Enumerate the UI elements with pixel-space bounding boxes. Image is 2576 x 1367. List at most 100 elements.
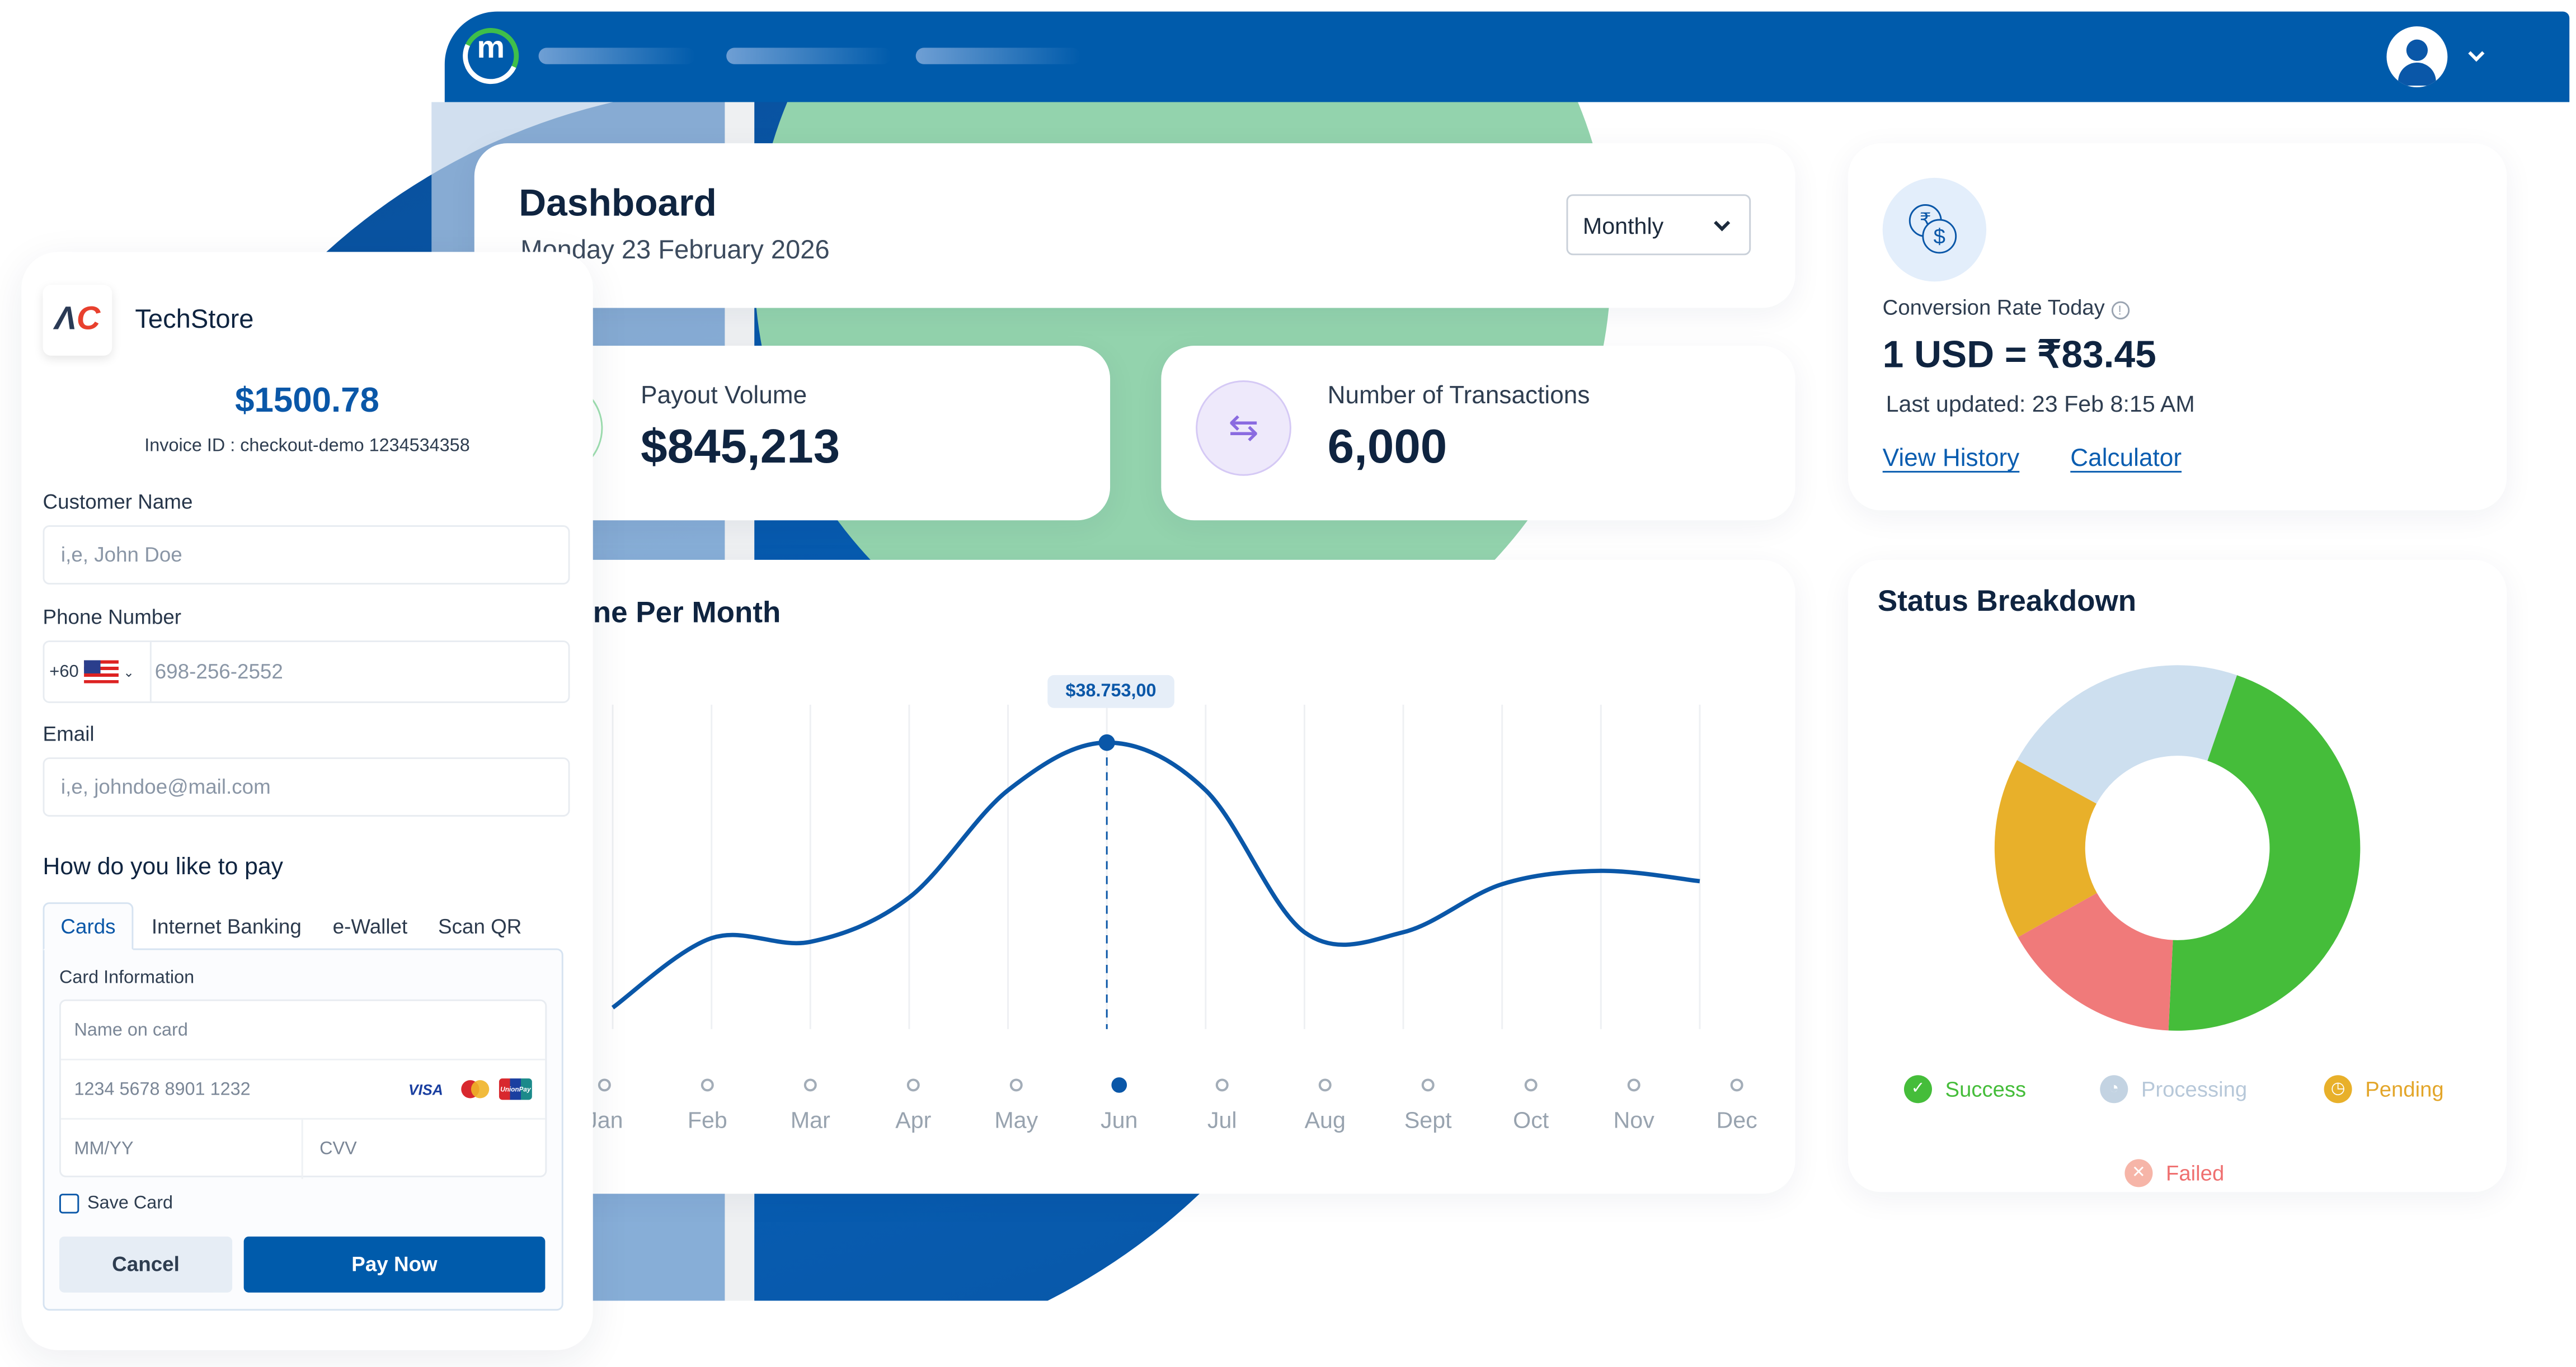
card-number-input[interactable]: 1234 5678 8901 1232	[60, 1060, 546, 1120]
payment-method-heading: How do you like to pay	[43, 854, 283, 881]
donut-slice-processing	[2017, 665, 2237, 804]
payout-volume-card: Payout Volume $845,213	[494, 346, 1111, 521]
legend-processing-label: Processing	[2141, 1077, 2248, 1102]
highlight-tooltip: $38.753,00	[1047, 675, 1174, 708]
store-logo: ΛC	[43, 285, 112, 356]
month-marker	[701, 1078, 714, 1092]
legend-pending-label: Pending	[2365, 1077, 2444, 1102]
us-flag-icon	[83, 660, 119, 684]
month-marker	[1730, 1078, 1743, 1092]
period-select[interactable]: Monthly	[1566, 194, 1751, 256]
payout-label: Payout Volume	[641, 381, 807, 410]
month-marker	[1627, 1078, 1640, 1092]
last-updated: Last updated: 23 Feb 8:15 AM	[1886, 390, 2195, 417]
visa-icon: VISA	[408, 1082, 443, 1099]
country-code-select[interactable]: +60 ⌄	[44, 642, 152, 702]
x-tick-label: Feb	[688, 1107, 727, 1133]
view-history-link[interactable]: View History	[1882, 444, 2020, 473]
legend-processing[interactable]: ◔ Processing	[2100, 1075, 2248, 1104]
tab-e-wallet[interactable]: e-Wallet	[332, 915, 408, 938]
legend-failed[interactable]: ✕ Failed	[2124, 1159, 2224, 1187]
x-tick-label: Mar	[791, 1107, 830, 1133]
month-marker	[1524, 1078, 1538, 1092]
email-input[interactable]: i,e, johndoe@mail.com	[43, 757, 570, 817]
expiry-input[interactable]: MM/YY	[61, 1119, 303, 1179]
tab-internet-banking[interactable]: Internet Banking	[151, 915, 302, 938]
card-info-label: Card Information	[59, 968, 195, 988]
conversion-card: ₹ $ Conversion Rate Today ! 1 USD = ₹83.…	[1848, 143, 2507, 511]
cancel-button[interactable]: Cancel	[59, 1236, 233, 1293]
cvv-input[interactable]: CVV	[319, 1139, 357, 1159]
x-tick-label: Nov	[1614, 1107, 1655, 1133]
save-card-checkbox[interactable]	[59, 1194, 79, 1214]
page-title: Dashboard	[519, 181, 717, 224]
dashboard-header-card: Dashboard Monday 23 February 2026 Monthl…	[474, 143, 1795, 308]
donut-slice-success	[2168, 675, 2361, 1031]
x-tick-label: Oct	[1513, 1107, 1549, 1133]
nav-placeholder-2[interactable]	[726, 48, 891, 64]
conversion-rate: 1 USD = ₹83.45	[1882, 332, 2156, 376]
month-marker	[1421, 1078, 1435, 1092]
period-select-value: Monthly	[1582, 211, 1664, 238]
check-icon: ✓	[1903, 1075, 1932, 1104]
unionpay-icon: UnionPay	[499, 1078, 532, 1100]
payout-value: $845,213	[641, 421, 840, 474]
nav-placeholder-3[interactable]	[915, 48, 1081, 64]
nav-placeholder-1[interactable]	[538, 48, 695, 64]
tab-scan-qr[interactable]: Scan QR	[438, 915, 522, 938]
spinner-icon: ◔	[2100, 1075, 2128, 1104]
donut-slice-failed	[2018, 893, 2173, 1031]
line-series	[611, 740, 1700, 1010]
x-tick-label: Aug	[1305, 1107, 1346, 1133]
month-marker	[1009, 1078, 1023, 1092]
tab-cards[interactable]: Cards	[43, 902, 134, 950]
email-label: Email	[43, 723, 95, 746]
phone-placeholder: 698-256-2552	[154, 660, 283, 684]
user-avatar-icon[interactable]	[2386, 26, 2448, 88]
customer-name-label: Customer Name	[43, 491, 193, 514]
month-marker	[803, 1078, 817, 1092]
logo-letter: m	[477, 31, 505, 66]
payment-amount: $1500.78	[235, 381, 379, 420]
phone-input[interactable]: +60 ⌄ 698-256-2552	[43, 640, 570, 703]
customer-name-input[interactable]: i,e, John Doe	[43, 525, 570, 585]
phone-label: Phone Number	[43, 606, 182, 629]
legend-pending[interactable]: ◷ Pending	[2324, 1075, 2444, 1104]
mastercard-icon-right	[471, 1080, 490, 1099]
country-code: +60	[49, 662, 79, 682]
clock-icon: ◷	[2324, 1075, 2352, 1104]
store-name: TechStore	[135, 306, 254, 334]
month-marker	[906, 1078, 920, 1092]
name-on-card-input[interactable]: Name on card	[60, 1001, 546, 1060]
x-tick-label: Apr	[895, 1107, 931, 1133]
x-circle-icon: ✕	[2124, 1159, 2153, 1187]
donut-slice-pending	[1994, 760, 2097, 937]
x-tick-label: May	[994, 1107, 1038, 1133]
conversion-label: Conversion Rate Today !	[1883, 295, 2129, 320]
legend-success[interactable]: ✓ Success	[1903, 1075, 2027, 1104]
legend-success-label: Success	[1945, 1077, 2027, 1102]
status-breakdown-card: Status Breakdown	[1848, 559, 2507, 1192]
transactions-label: Number of Transactions	[1327, 381, 1590, 410]
month-marker	[1215, 1078, 1229, 1092]
transactions-value: 6,000	[1327, 421, 1447, 474]
calculator-link[interactable]: Calculator	[2070, 444, 2182, 473]
chevron-down-icon: ⌄	[123, 664, 134, 680]
legend-failed-label: Failed	[2166, 1161, 2225, 1186]
month-marker	[598, 1078, 611, 1092]
info-icon[interactable]: !	[2110, 301, 2129, 320]
donut-chart	[1994, 665, 2361, 1031]
save-card-label: Save Card	[87, 1194, 173, 1214]
x-tick-label: Sept	[1404, 1107, 1452, 1133]
pay-now-button[interactable]: Pay Now	[243, 1236, 546, 1293]
checkout-card: ΛC TechStore $1500.78 Invoice ID : check…	[21, 252, 593, 1350]
currency-exchange-icon: ₹ $	[1882, 177, 1987, 282]
transactions-card: ⇆ Number of Transactions 6,000	[1161, 346, 1795, 521]
x-tick-label: Dec	[1717, 1107, 1757, 1133]
month-marker	[1111, 1077, 1127, 1093]
month-marker	[1318, 1078, 1332, 1092]
invoice-id: Invoice ID : checkout-demo 1234534358	[144, 436, 470, 456]
unionpay-label: UnionPay	[500, 1085, 531, 1093]
chart-title: ne Per Month	[593, 596, 781, 629]
